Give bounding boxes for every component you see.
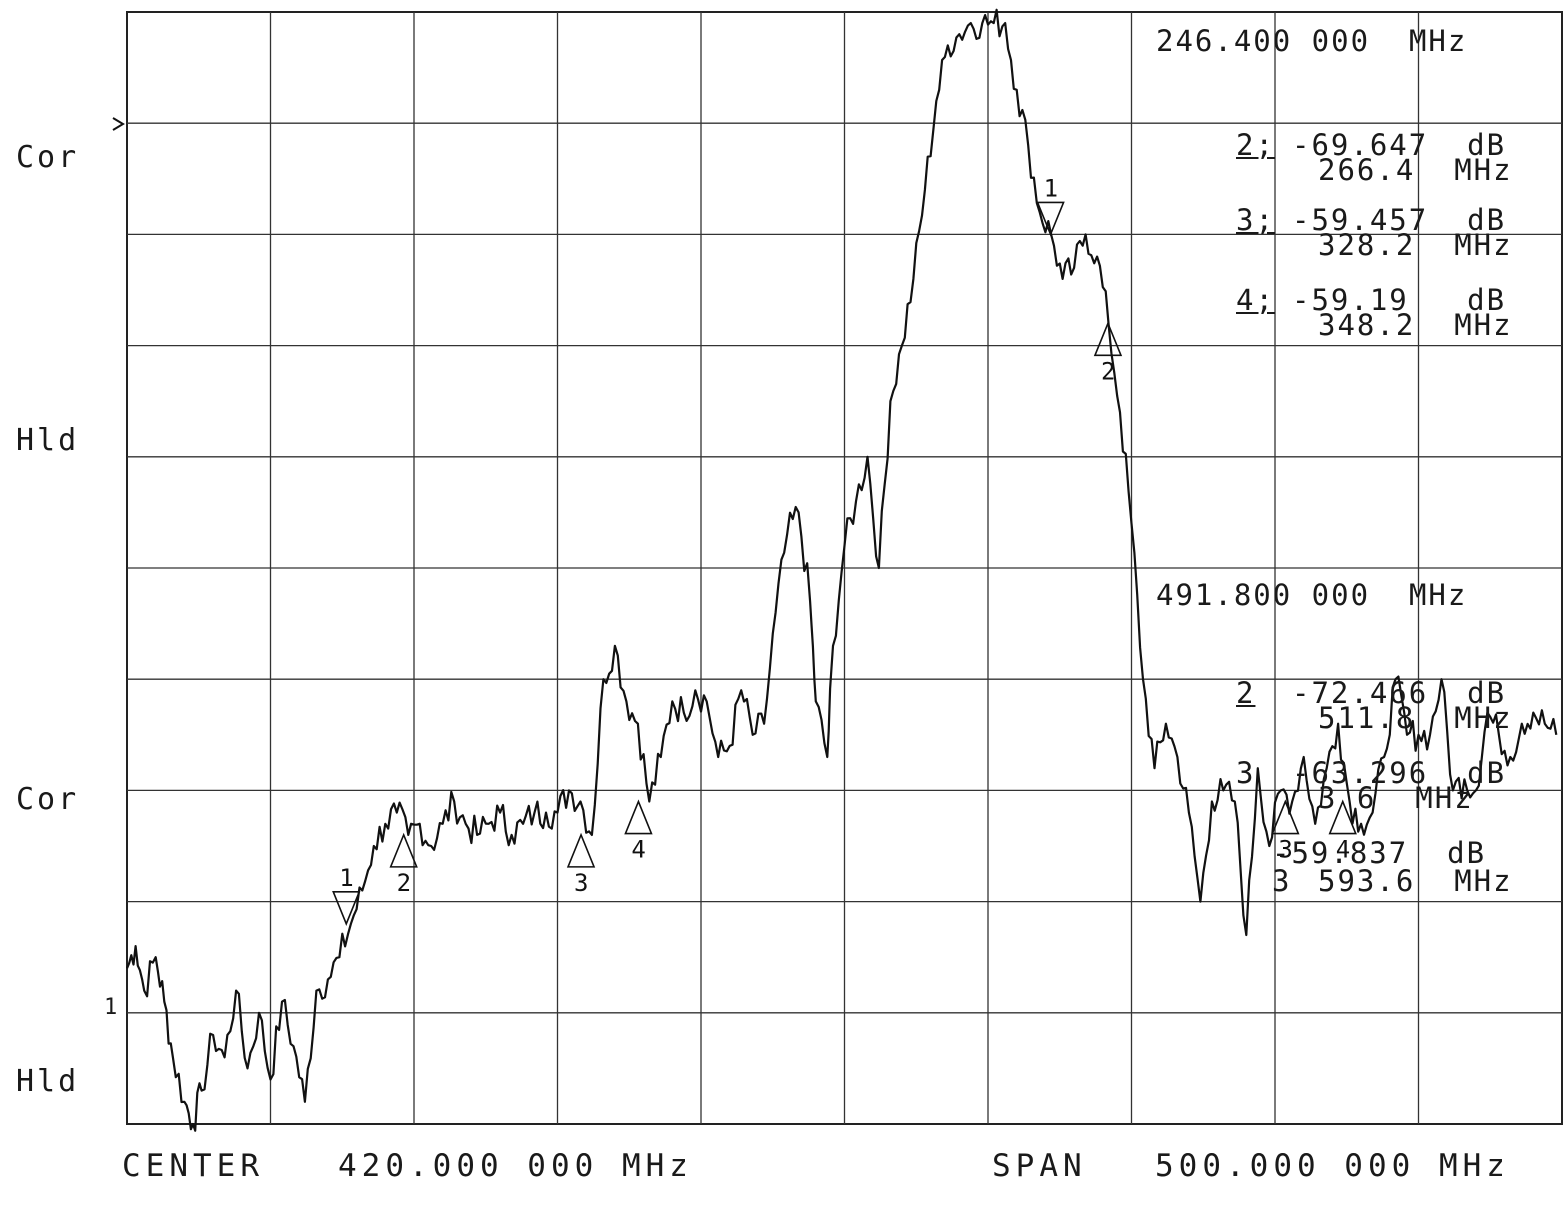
marker-group: 1 2 3 4 1 2 3 4 (332, 174, 1357, 926)
upper-marker-2-value: -69.647 dB (1292, 128, 1507, 162)
upper-marker-2-freq: 266.4 MHz (1318, 153, 1513, 187)
center-label: CENTER (122, 1148, 264, 1184)
trace-group (125, 8, 1558, 1132)
lower-marker-3-value: -63.296 dB (1292, 756, 1507, 790)
lower-marker-4-value: -59.837 dB (1272, 836, 1487, 870)
marker-label-1: 1 (1044, 174, 1058, 202)
upper-marker-4-id: 4; (1236, 285, 1275, 315)
marker-triangle-3 (566, 832, 596, 868)
marker-label-2: 2 (1101, 357, 1115, 385)
span-value: 500.000 000 MHz (1155, 1148, 1510, 1184)
upper-marker-4-freq: 348.2 MHz (1318, 308, 1513, 342)
top-hold-label: Hld (16, 423, 80, 458)
bottom-mode-label: Cor (16, 782, 80, 817)
upper-marker-4-value: -59.19 dB (1292, 283, 1507, 317)
marker-triangle-1 (1036, 201, 1065, 237)
lower-marker-2-value: -72.466 dB (1292, 676, 1507, 710)
upper-marker-2-id: 2; (1236, 130, 1275, 160)
reference-marker-label: 1 (104, 995, 121, 1020)
span-label: SPAN (992, 1148, 1087, 1184)
lower-marker-2-id: 2 (1236, 678, 1255, 708)
marker-label-3: 3 (574, 869, 588, 897)
upper-marker-3-freq: 328.2 MHz (1318, 228, 1513, 262)
lower-marker-3-id: 3 (1236, 756, 1256, 790)
marker-triangle-2 (1093, 321, 1123, 357)
marker-triangle-4 (1328, 799, 1357, 835)
reference-level-arrow (112, 117, 125, 131)
marker-triangle-1 (332, 891, 361, 926)
marker-triangle-2 (389, 832, 418, 868)
marker-label-3: 3 (1278, 836, 1292, 864)
marker-label-4: 4 (1336, 836, 1350, 864)
lower-marker-frequency: 491.800 000 MHz (1156, 578, 1468, 612)
trace-line (125, 8, 1558, 1132)
bottom-hold-label: Hld (16, 1064, 80, 1099)
upper-marker-3-id: 3; (1236, 205, 1275, 235)
lower-marker-2-id-text: 2 (1236, 676, 1256, 710)
top-mode-label: Cor (16, 140, 80, 175)
upper-marker-3-id-text: 3; (1236, 203, 1275, 237)
upper-marker-4-id-text: 4; (1236, 283, 1275, 317)
lower-marker-3-freq: 3 6 MHz (1318, 781, 1474, 815)
lower-marker-4-id: 3 (1272, 864, 1292, 898)
lower-marker-2-freq: 511.8 MHz (1318, 701, 1513, 735)
marker-label-2: 2 (397, 869, 411, 897)
upper-marker-2-id-text: 2; (1236, 128, 1275, 162)
plot-grid (112, 11, 1563, 1125)
marker-label-1: 1 (339, 864, 353, 892)
upper-marker-frequency: 246.400 000 MHz (1156, 24, 1468, 58)
marker-triangle-4 (624, 799, 653, 835)
center-value: 420.000 000 MHz (338, 1148, 693, 1184)
upper-marker-3-value: -59.457 dB (1292, 203, 1507, 237)
marker-label-4: 4 (631, 836, 645, 864)
lower-marker-4-freq: 593.6 MHz (1318, 864, 1513, 898)
marker-triangle-3 (1271, 799, 1300, 835)
